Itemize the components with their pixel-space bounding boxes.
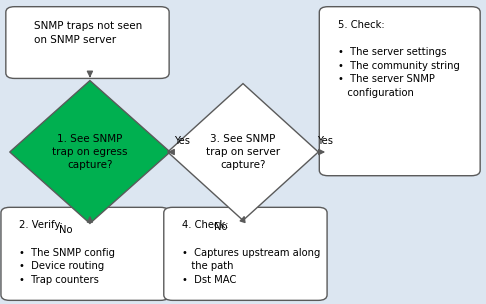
Text: 2. Verify:

•  The SNMP config
•  Device routing
•  Trap counters: 2. Verify: • The SNMP config • Device ro… — [19, 220, 116, 285]
Text: 4. Check:

•  Captures upstream along
   the path
•  Dst MAC: 4. Check: • Captures upstream along the … — [182, 220, 321, 285]
FancyBboxPatch shape — [164, 207, 327, 300]
FancyBboxPatch shape — [319, 7, 480, 176]
Text: Yes: Yes — [317, 136, 332, 146]
Polygon shape — [10, 81, 170, 223]
Text: 3. See SNMP
trap on server
capture?: 3. See SNMP trap on server capture? — [206, 134, 280, 170]
Text: Yes: Yes — [174, 136, 190, 146]
Text: 1. See SNMP
trap on egress
capture?: 1. See SNMP trap on egress capture? — [52, 134, 128, 170]
Text: No: No — [214, 223, 228, 232]
Text: No: No — [59, 225, 72, 234]
Polygon shape — [168, 84, 318, 220]
Text: 5. Check:

•  The server settings
•  The community string
•  The server SNMP
   : 5. Check: • The server settings • The co… — [338, 20, 460, 98]
FancyBboxPatch shape — [6, 7, 169, 78]
FancyBboxPatch shape — [1, 207, 169, 300]
Text: SNMP traps not seen
on SNMP server: SNMP traps not seen on SNMP server — [34, 21, 142, 45]
